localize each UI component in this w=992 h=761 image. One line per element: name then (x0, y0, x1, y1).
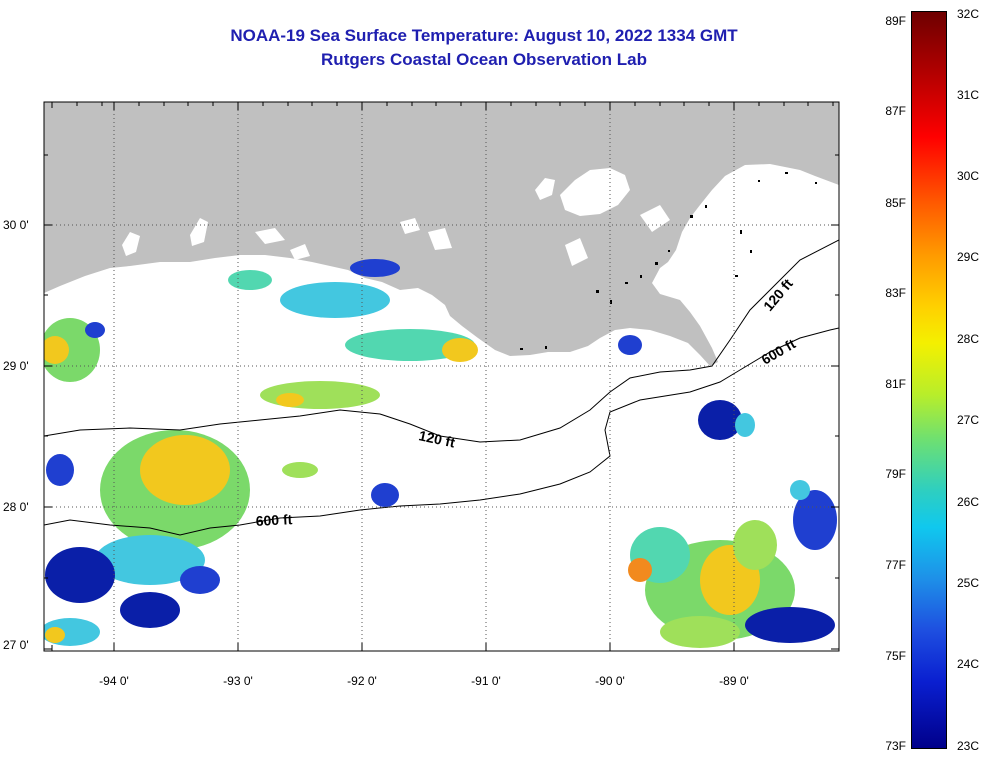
lat-label: 27 0' (3, 638, 29, 652)
map-title: NOAA-19 Sea Surface Temperature: August … (230, 26, 738, 45)
colorbar-label-c: 29C (957, 250, 980, 264)
axis-ticks (44, 102, 839, 651)
contour-label-600ft: 600 ft (255, 511, 293, 529)
lake (535, 178, 555, 200)
contour-120ft (44, 239, 839, 443)
colorbar-label-c: 30C (957, 169, 980, 183)
lon-label: -93 0' (223, 674, 253, 688)
lake (428, 228, 452, 250)
lake (122, 232, 140, 256)
lat-label: 30 0' (3, 218, 29, 232)
contour-600ft (44, 327, 839, 536)
temperature-colorbar (911, 11, 947, 749)
sst-patches (44, 259, 837, 648)
lake (680, 255, 712, 280)
lat-label: 28 0' (3, 500, 29, 514)
contour-label-120ft: 120 ft (417, 427, 456, 450)
colorbar-label-f: 87F (885, 104, 906, 118)
lake (565, 238, 588, 266)
colorbar-label-f: 83F (885, 286, 906, 300)
colorbar-label-c: 31C (957, 88, 980, 102)
lon-label: -90 0' (595, 674, 625, 688)
lon-label: -92 0' (347, 674, 377, 688)
colorbar-label-f: 79F (885, 467, 906, 481)
lake (290, 244, 310, 260)
lat-label: 29 0' (3, 359, 29, 373)
map-subtitle: Rutgers Coastal Ocean Observation Lab (321, 50, 647, 69)
colorbar-label-f: 77F (885, 558, 906, 572)
colorbar-label-c: 28C (957, 332, 980, 346)
colorbar-label-c: 32C (957, 7, 980, 21)
colorbar-label-f: 81F (885, 377, 906, 391)
lake (255, 228, 285, 244)
lake (560, 168, 630, 216)
colorbar-label-c: 25C (957, 576, 980, 590)
lon-label: -89 0' (719, 674, 749, 688)
colorbar-label-f: 89F (885, 14, 906, 28)
lake (190, 218, 208, 246)
lon-label: -91 0' (471, 674, 501, 688)
lon-label: -94 0' (99, 674, 129, 688)
lake (640, 205, 670, 232)
colorbar-label-c: 23C (957, 739, 980, 753)
delta-marsh (520, 172, 817, 350)
colorbar-label-c: 27C (957, 413, 980, 427)
gridlines (44, 102, 839, 651)
lake (400, 218, 420, 234)
colorbar-label-f: 75F (885, 649, 906, 663)
colorbar-label-f: 85F (885, 196, 906, 210)
colorbar-label-c: 26C (957, 495, 980, 509)
colorbar-label-f: 73F (885, 739, 906, 753)
colorbar-label-c: 24C (957, 657, 980, 671)
